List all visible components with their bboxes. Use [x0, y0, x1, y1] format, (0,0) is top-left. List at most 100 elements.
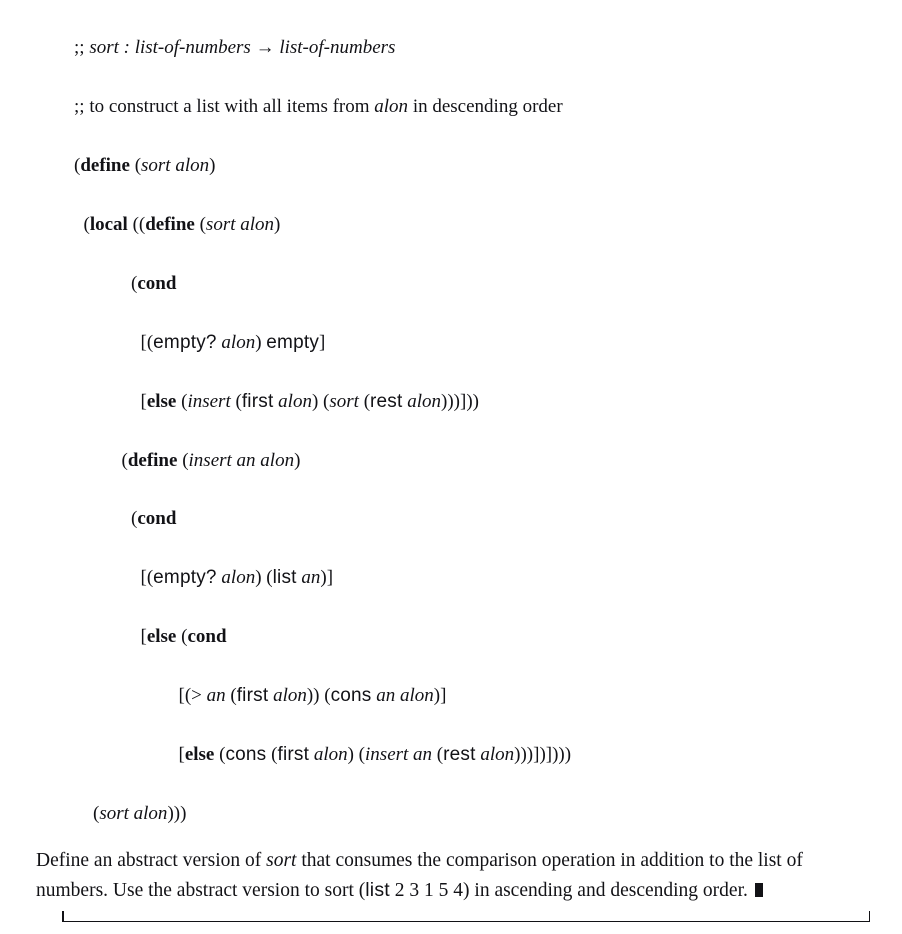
paren: ( — [176, 391, 187, 412]
keyword-else: else — [147, 626, 177, 647]
section-divider — [62, 915, 870, 922]
code-line: (define (insert an alon) — [74, 446, 874, 475]
paren: ) — [294, 450, 300, 471]
code-line: (define (sort alon) — [74, 151, 874, 180]
code-line: [else (cond — [74, 622, 874, 651]
identifier: sort — [329, 391, 359, 412]
code-line: [(empty? alon) empty] — [74, 328, 874, 357]
paren: [ — [74, 626, 147, 647]
keyword-define: define — [80, 155, 130, 176]
code-block-sort-definition: ;; sort : list-of-numbers → list-of-numb… — [74, 4, 874, 828]
paren: ( — [74, 450, 128, 471]
paren: ( — [214, 744, 225, 765]
code-line: (cond — [74, 269, 874, 298]
signature-text: list-of-numbers — [275, 37, 396, 58]
paren: [ — [74, 744, 185, 765]
code-line: [else (insert (first alon) (sort (rest a… — [74, 387, 874, 416]
builtin-list: list — [365, 879, 390, 901]
paren: ( — [130, 155, 141, 176]
keyword-cond: cond — [187, 626, 226, 647]
code-line: [(empty? alon) (list an)] — [74, 563, 874, 592]
identifier: alon — [480, 744, 514, 765]
identifier: sort alon — [141, 155, 209, 176]
builtin-first: first — [237, 685, 269, 706]
identifier: an — [301, 567, 320, 588]
identifier: alon — [374, 96, 408, 117]
comment-semicolon: ;; — [74, 37, 89, 58]
identifier: sort — [266, 850, 296, 871]
builtin-rest: rest — [370, 391, 402, 412]
paren: ( — [432, 744, 443, 765]
identifier: sort alon — [206, 214, 274, 235]
paren: )] — [320, 567, 333, 588]
document-excerpt: ;; sort : list-of-numbers → list-of-numb… — [0, 0, 902, 934]
builtin-cons: cons — [225, 744, 266, 765]
paren: ) — [274, 214, 280, 235]
arrow-icon: → — [256, 37, 275, 58]
comment-text: to construct a list with all items from — [89, 96, 374, 117]
paren: )) ( — [307, 685, 331, 706]
identifier: alon — [314, 744, 348, 765]
paren: ( — [231, 391, 242, 412]
identifier: alon — [407, 391, 441, 412]
comment-text: in descending order — [408, 96, 563, 117]
paren: ( — [226, 685, 237, 706]
end-mark-icon — [755, 883, 763, 897]
identifier: an alon — [376, 685, 434, 706]
code-line: ;; sort : list-of-numbers → list-of-numb… — [74, 33, 874, 62]
paren: ) — [209, 155, 215, 176]
builtin-cons: cons — [331, 685, 372, 706]
paren: )))])]))) — [514, 744, 571, 765]
paren: [ — [74, 391, 147, 412]
paren: ) ( — [312, 391, 329, 412]
code-line: (sort alon))) — [74, 799, 874, 828]
paren: [( — [74, 567, 153, 588]
identifier: sort alon — [99, 803, 167, 824]
identifier: alon — [221, 332, 255, 353]
identifier: an — [207, 685, 226, 706]
paren: ( — [266, 744, 277, 765]
keyword-cond: cond — [137, 273, 176, 294]
code-line: (cond — [74, 504, 874, 533]
paren: ( — [195, 214, 206, 235]
paren: ) ( — [255, 567, 272, 588]
keyword-cond: cond — [137, 508, 176, 529]
identifier: alon — [221, 567, 255, 588]
paren: ( — [176, 626, 187, 647]
keyword-define: define — [128, 450, 178, 471]
identifier: insert an alon — [189, 450, 295, 471]
builtin-empty: empty — [266, 332, 319, 353]
builtin-rest: rest — [443, 744, 475, 765]
paren: ] — [319, 332, 325, 353]
identifier: insert an — [365, 744, 432, 765]
keyword-define: define — [145, 214, 195, 235]
exercise-text: 2 3 1 5 4) in ascending and descending o… — [390, 880, 748, 901]
builtin-list: list — [273, 567, 297, 588]
paren: ( — [74, 273, 137, 294]
paren: ( — [74, 214, 90, 235]
exercise-paragraph: Define an abstract version of sort that … — [36, 846, 874, 905]
paren: [( — [74, 332, 153, 353]
code-line: [else (cons (first alon) (insert an (res… — [74, 740, 874, 769]
paren: [(> — [74, 685, 207, 706]
code-line: (local ((define (sort alon) — [74, 210, 874, 239]
paren: ( — [74, 803, 99, 824]
builtin-empty-predicate: empty? — [153, 567, 217, 588]
exercise-text: Define an abstract version of — [36, 850, 266, 871]
keyword-local: local — [90, 214, 128, 235]
keyword-else: else — [147, 391, 177, 412]
identifier: alon — [278, 391, 312, 412]
code-line: ;; to construct a list with all items fr… — [74, 92, 874, 121]
signature-text: sort : list-of-numbers — [89, 37, 255, 58]
paren: ))) — [167, 803, 186, 824]
identifier: insert — [187, 391, 230, 412]
comment-semicolon: ;; — [74, 96, 89, 117]
paren: )))])) — [441, 391, 479, 412]
paren: ( — [177, 450, 188, 471]
builtin-first: first — [277, 744, 309, 765]
code-line: [(> an (first alon)) (cons an alon)] — [74, 681, 874, 710]
paren: ) ( — [348, 744, 365, 765]
builtin-first: first — [242, 391, 274, 412]
paren: (( — [128, 214, 145, 235]
identifier: alon — [273, 685, 307, 706]
